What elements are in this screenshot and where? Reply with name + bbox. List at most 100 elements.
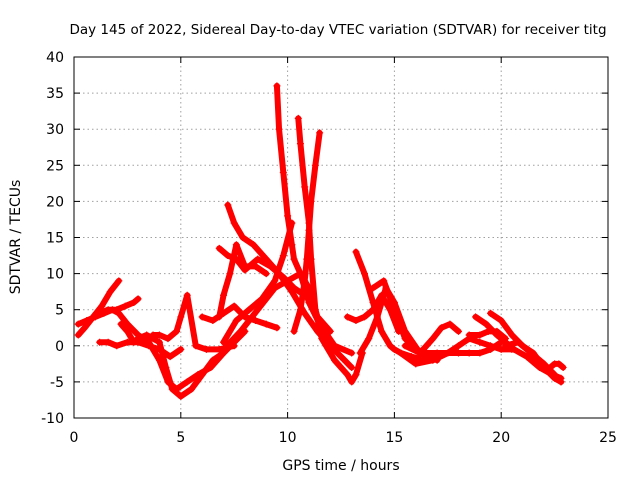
data-point <box>303 255 311 263</box>
data-point <box>493 331 501 339</box>
data-point <box>369 298 377 306</box>
data-point <box>514 338 522 346</box>
data-point <box>416 349 424 357</box>
data-point <box>559 363 567 371</box>
data-point <box>501 342 509 350</box>
data-point <box>318 335 326 343</box>
data-point <box>294 114 302 122</box>
data-point <box>454 342 462 350</box>
data-point <box>446 320 454 328</box>
data-point <box>226 270 234 278</box>
data-point <box>113 306 121 314</box>
y-axis-label: SDTVAR / TECUs <box>8 180 24 295</box>
data-point <box>301 183 309 191</box>
data-point <box>284 277 292 285</box>
data-point <box>245 306 253 314</box>
data-point <box>476 349 484 357</box>
data-point <box>273 82 281 90</box>
series-line <box>402 321 462 357</box>
data-point <box>232 317 240 325</box>
data-point <box>254 306 262 314</box>
series-line <box>291 129 323 335</box>
data-point <box>252 317 260 325</box>
data-point <box>437 324 445 332</box>
data-point <box>429 356 437 364</box>
data-point <box>476 331 484 339</box>
data-point <box>177 345 185 353</box>
data-point <box>134 335 142 343</box>
data-point <box>74 320 82 328</box>
data-point <box>123 327 131 335</box>
data-point <box>360 270 368 278</box>
data-point <box>551 371 559 379</box>
data-point <box>271 277 279 285</box>
data-point <box>472 313 480 321</box>
series-line <box>96 339 184 360</box>
data-point <box>305 298 313 306</box>
data-point <box>348 378 356 386</box>
data-point <box>311 306 319 314</box>
data-point <box>465 349 473 357</box>
series-arc-11 <box>220 219 296 346</box>
x-tick-label: 20 <box>492 430 510 446</box>
data-point <box>166 353 174 361</box>
axis-ticks: 0 5 10 15 20 25 -10 -5 0 5 10 15 20 25 30 35 40 <box>41 50 617 446</box>
data-point <box>183 378 191 386</box>
data-point <box>454 327 462 335</box>
data-point <box>540 360 548 368</box>
data-point <box>113 342 121 350</box>
y-tick-label: 35 <box>46 86 64 102</box>
series-line <box>397 335 515 367</box>
data-point <box>130 338 138 346</box>
data-point <box>465 331 473 339</box>
data-point <box>96 338 104 346</box>
data-point <box>555 360 563 368</box>
data-point <box>224 201 232 209</box>
data-point <box>365 335 373 343</box>
x-axis-label: GPS time / hours <box>282 458 399 474</box>
data-point <box>239 234 247 241</box>
y-tick-label: 30 <box>46 122 64 138</box>
data-point <box>232 255 240 263</box>
data-point <box>183 291 191 299</box>
series-arc-26 <box>546 360 567 371</box>
data-point <box>230 302 238 310</box>
data-point <box>401 335 409 343</box>
y-tick-label: 20 <box>46 194 64 210</box>
series-arc-20 <box>397 335 516 368</box>
data-point <box>271 284 279 292</box>
data-point <box>81 324 89 332</box>
data-point <box>311 161 319 169</box>
data-point <box>273 324 281 332</box>
data-point <box>343 313 351 321</box>
data-point <box>123 338 131 346</box>
data-point <box>262 320 270 328</box>
data-point <box>145 342 153 350</box>
data-point <box>209 356 217 364</box>
data-point <box>348 349 356 357</box>
data-point <box>202 345 210 353</box>
data-point <box>279 252 287 260</box>
y-tick-label: 25 <box>46 158 64 174</box>
series-line <box>502 339 565 385</box>
series-arc-21 <box>401 320 462 357</box>
data-point <box>373 313 381 321</box>
data-point <box>290 255 298 263</box>
data-point <box>444 349 452 357</box>
data-point <box>284 212 292 220</box>
data-point <box>316 129 324 137</box>
data-point <box>360 313 368 321</box>
data-point <box>117 320 125 328</box>
data-point <box>224 252 232 260</box>
data-point <box>123 320 131 328</box>
data-point <box>209 317 217 325</box>
data-point <box>386 342 394 350</box>
data-point <box>262 255 270 263</box>
data-point <box>305 226 313 234</box>
data-point <box>508 331 516 339</box>
x-tick-label: 25 <box>599 430 617 446</box>
data-point <box>162 363 170 371</box>
data-point <box>429 335 437 343</box>
data-point <box>352 317 360 325</box>
x-tick-label: 15 <box>385 430 403 446</box>
